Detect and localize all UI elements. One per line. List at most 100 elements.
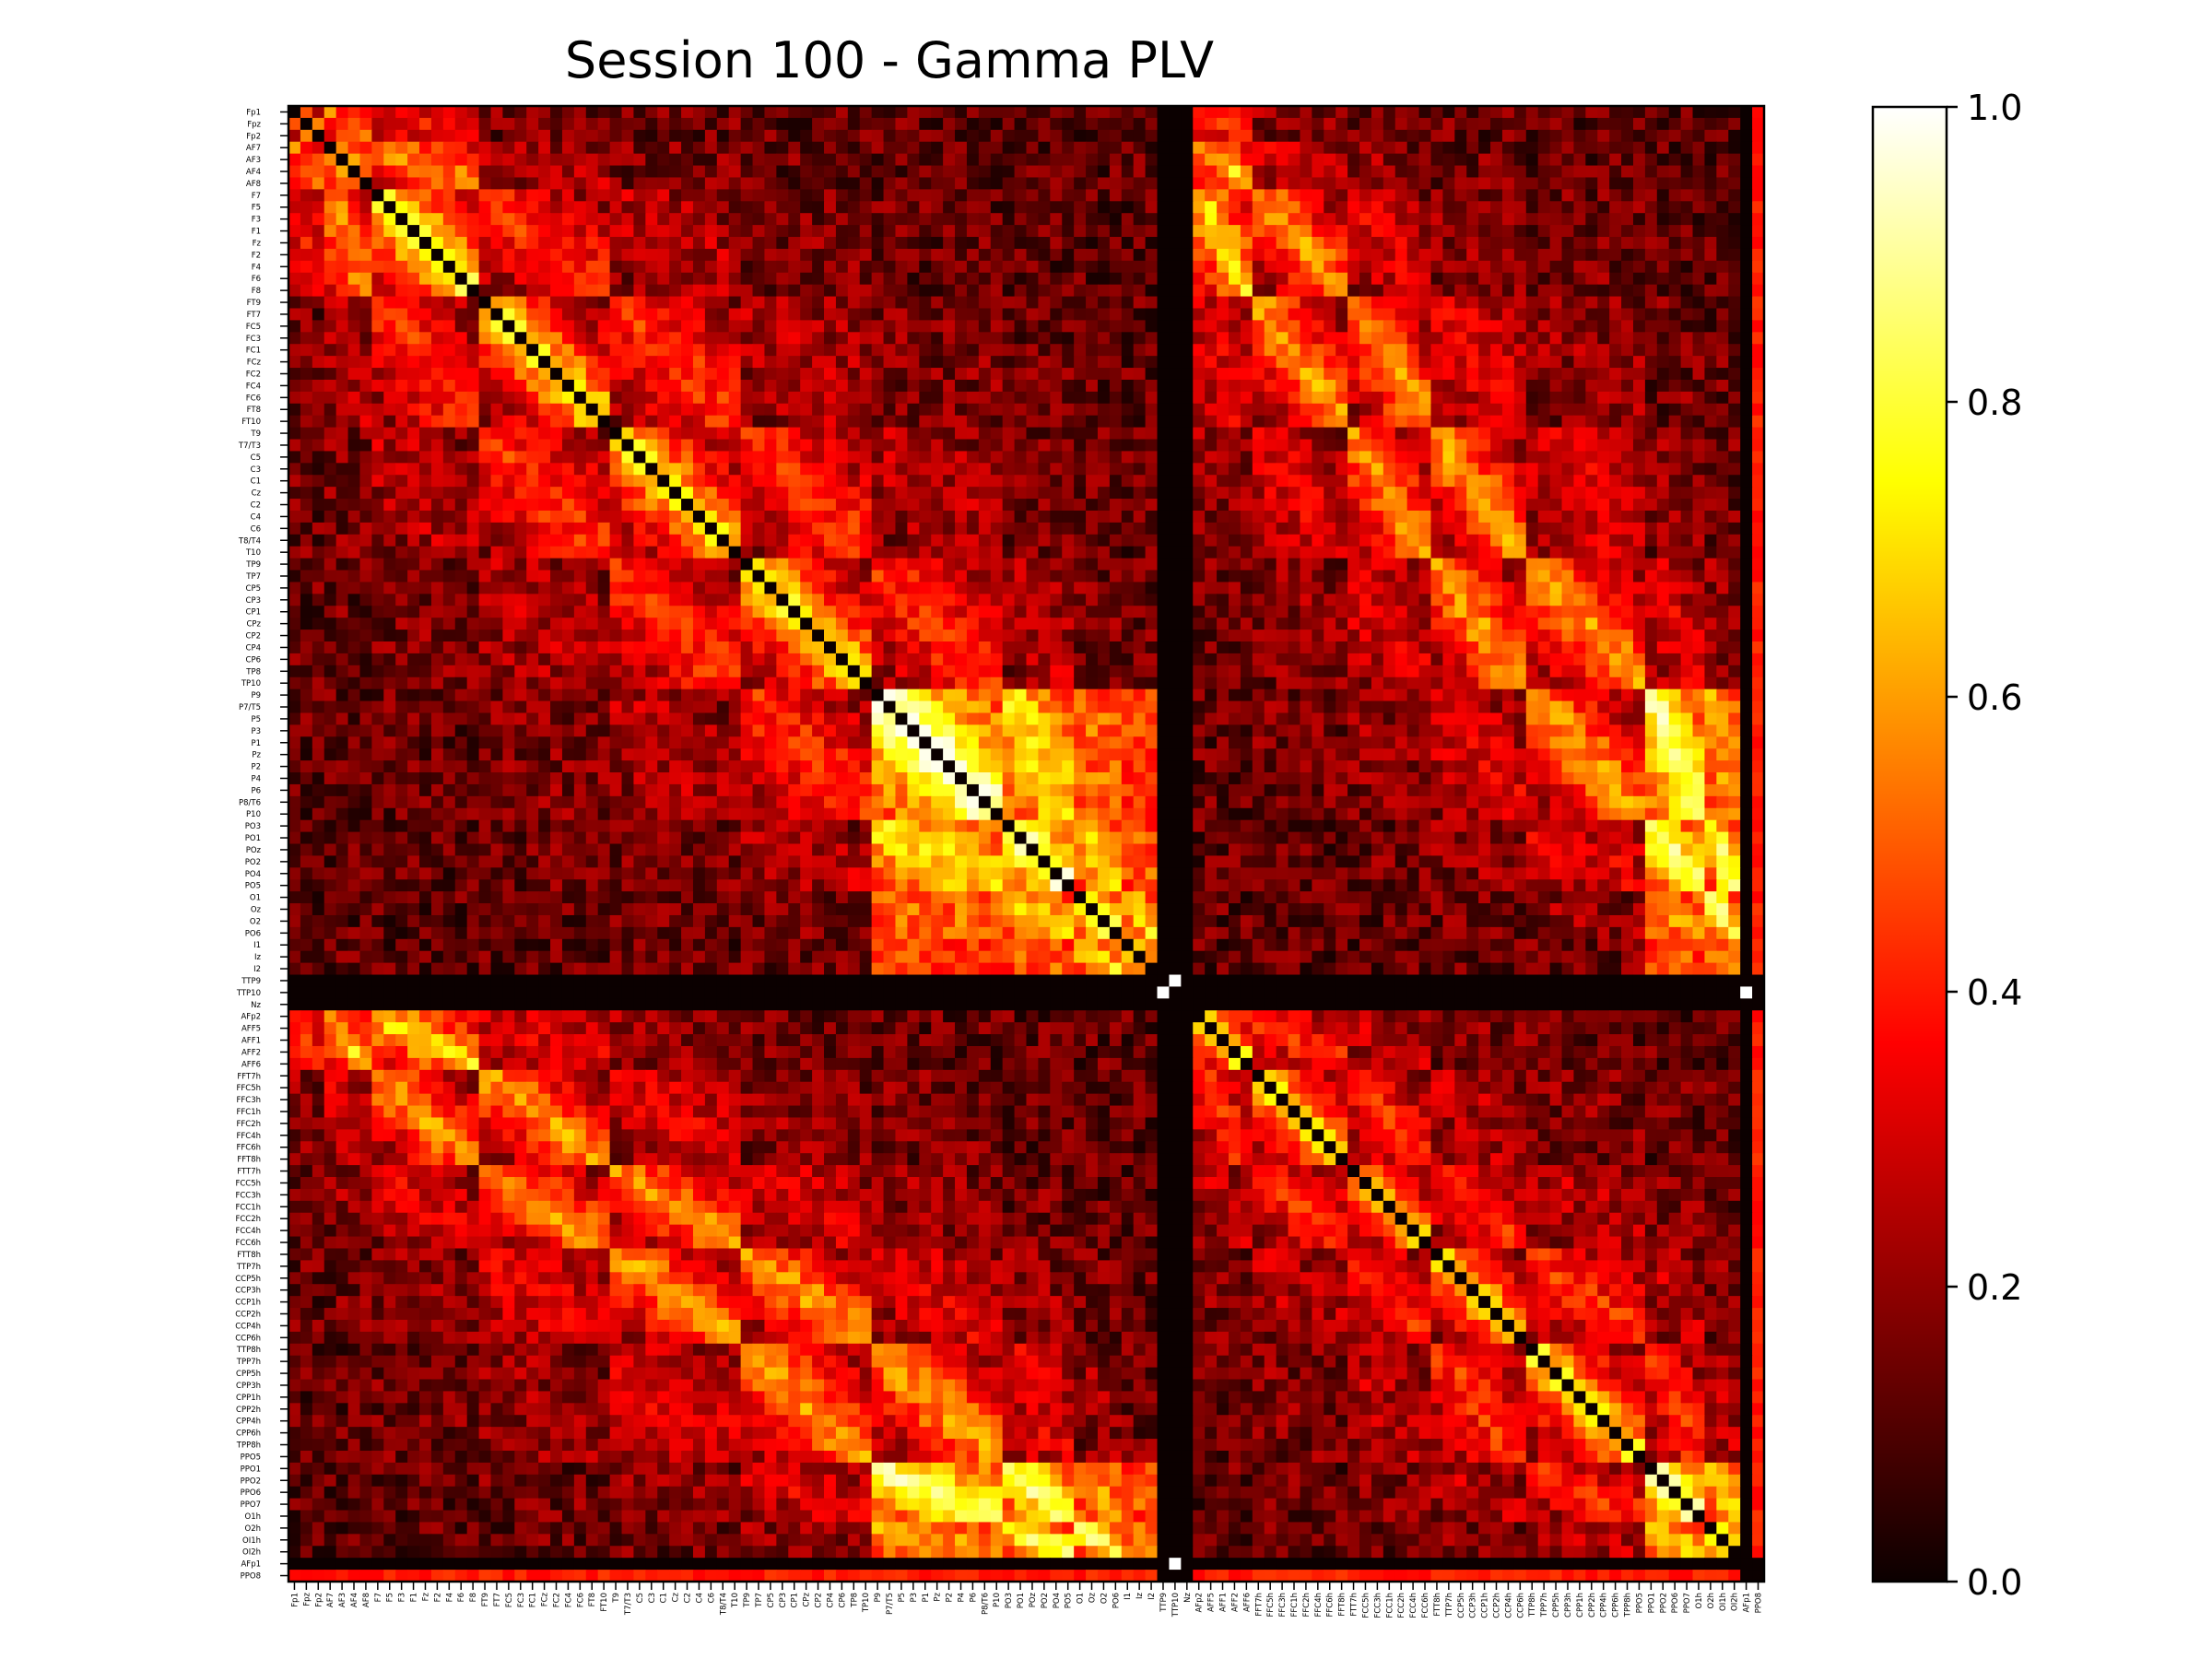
heatmap-cell — [1002, 451, 1016, 464]
heatmap-cell — [955, 546, 968, 559]
heatmap-cell — [478, 237, 492, 250]
heatmap-cell — [442, 213, 456, 226]
heatmap-cell — [1501, 344, 1515, 357]
heatmap-cell — [1466, 368, 1479, 381]
heatmap-cell — [538, 534, 551, 547]
heatmap-cell — [1157, 141, 1171, 155]
heatmap-cell — [704, 201, 718, 214]
heatmap-cell — [1656, 522, 1670, 535]
heatmap-cell — [990, 308, 1004, 321]
heatmap-cell — [1680, 117, 1694, 131]
heatmap-cell — [788, 356, 801, 369]
heatmap-cell — [1728, 379, 1741, 393]
heatmap-cell — [752, 439, 766, 453]
heatmap-cell — [1276, 153, 1289, 167]
heatmap-cell — [1621, 475, 1634, 488]
heatmap-cell — [1276, 415, 1289, 429]
heatmap-cell — [633, 153, 646, 167]
heatmap-cell — [1490, 475, 1503, 488]
heatmap-cell — [288, 296, 301, 310]
heatmap-cell — [324, 403, 337, 417]
heatmap-cell — [1609, 570, 1622, 583]
heatmap-cell — [907, 308, 920, 321]
heatmap-cell — [669, 332, 682, 345]
heatmap-cell — [1704, 225, 1717, 238]
heatmap-cell — [312, 463, 325, 476]
heatmap-cell — [526, 368, 539, 381]
heatmap-cell — [752, 332, 766, 345]
heatmap-cell — [716, 117, 730, 131]
heatmap-cell — [1086, 284, 1099, 298]
heatmap-cell — [288, 475, 301, 488]
heatmap-cell — [1359, 403, 1372, 417]
heatmap-cell — [1217, 558, 1230, 571]
heatmap-cell — [585, 570, 599, 583]
heatmap-cell — [931, 129, 944, 143]
heatmap-cell — [1276, 475, 1289, 488]
heatmap-cell — [1537, 308, 1551, 321]
heatmap-cell — [1716, 415, 1729, 429]
heatmap-cell — [764, 558, 777, 571]
heatmap-cell — [550, 332, 563, 345]
heatmap-cell — [681, 463, 694, 476]
heatmap-cell — [788, 403, 801, 417]
heatmap-cell — [847, 260, 861, 274]
heatmap-cell — [442, 463, 456, 476]
heatmap-cell — [1217, 415, 1230, 429]
heatmap-cell — [1062, 165, 1075, 179]
heatmap-cell — [657, 415, 670, 429]
heatmap-cell — [1264, 510, 1277, 524]
heatmap-cell — [681, 487, 694, 500]
heatmap-cell — [430, 201, 444, 214]
heatmap-cell — [728, 451, 742, 464]
heatmap-cell — [514, 129, 527, 143]
heatmap-cell — [395, 475, 408, 488]
heatmap-cell — [1193, 272, 1206, 286]
heatmap-cell — [430, 522, 444, 535]
heatmap-cell — [1478, 534, 1491, 547]
heatmap-cell — [692, 463, 706, 476]
heatmap-cell — [704, 165, 718, 179]
heatmap-cell — [1501, 165, 1515, 179]
heatmap-cell — [681, 379, 694, 393]
heatmap-cell — [1347, 499, 1360, 512]
heatmap-cell — [1264, 272, 1277, 286]
heatmap-cell — [764, 379, 777, 393]
heatmap-cell — [407, 332, 420, 345]
heatmap-cell — [1668, 570, 1682, 583]
heatmap-cell — [1430, 284, 1443, 298]
heatmap-cell — [383, 308, 396, 321]
heatmap-cell — [1609, 248, 1622, 262]
heatmap-cell — [800, 463, 813, 476]
heatmap-cell — [657, 129, 670, 143]
heatmap-cell — [1680, 296, 1694, 310]
heatmap-cell — [1181, 522, 1194, 535]
heatmap-cell — [1490, 225, 1503, 238]
heatmap-cell — [502, 320, 515, 333]
heatmap-cell — [430, 510, 444, 524]
heatmap-cell — [1430, 153, 1443, 167]
heatmap-cell — [1157, 129, 1171, 143]
heatmap-cell — [454, 308, 468, 321]
heatmap-cell — [1466, 522, 1479, 535]
heatmap-cell — [657, 320, 670, 333]
heatmap-cell — [442, 141, 456, 155]
heatmap-cell — [990, 332, 1004, 345]
heatmap-cell — [1573, 463, 1586, 476]
heatmap-cell — [907, 213, 920, 226]
heatmap-cell — [550, 546, 563, 559]
heatmap-cell — [1585, 201, 1598, 214]
heatmap-cell — [621, 403, 635, 417]
heatmap-cell — [1288, 510, 1301, 524]
heatmap-cell — [1418, 379, 1432, 393]
heatmap-cell — [1097, 546, 1111, 559]
heatmap-cell — [573, 558, 587, 571]
heatmap-cell — [395, 248, 408, 262]
heatmap-cell — [1430, 534, 1443, 547]
heatmap-cell — [835, 451, 849, 464]
heatmap-cell — [681, 546, 694, 559]
heatmap-cell — [1430, 320, 1443, 333]
heatmap-cell — [1276, 296, 1289, 310]
heatmap-cell — [1740, 129, 1753, 143]
heatmap-cell — [1740, 475, 1753, 488]
